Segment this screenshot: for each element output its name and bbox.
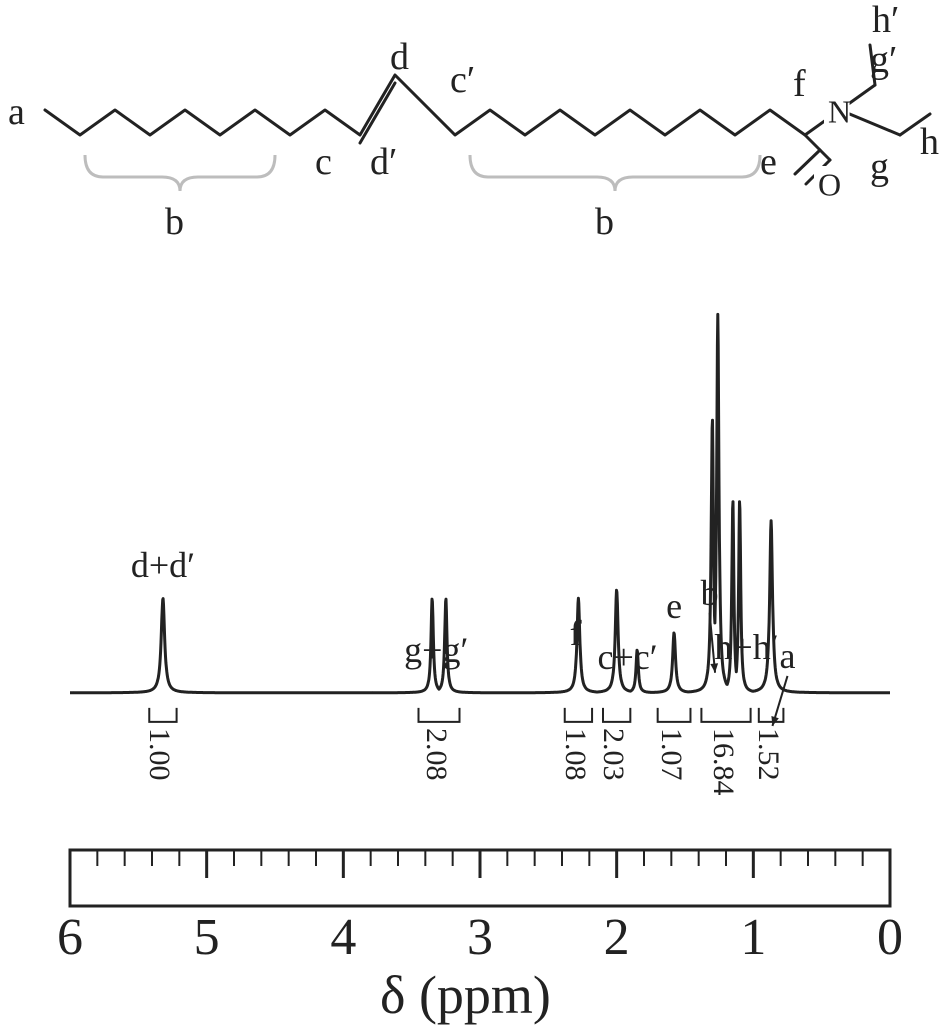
axis-title: δ (ppm) bbox=[380, 964, 551, 1026]
molecule-diagram: NO bbox=[0, 0, 941, 240]
integral-value: 2.08 bbox=[419, 728, 453, 781]
molecule-label-h': h′ bbox=[872, 0, 899, 42]
axis-tick-label: 0 bbox=[877, 908, 903, 967]
integral-value: 16.84 bbox=[706, 728, 740, 796]
molecule-label-g: g bbox=[870, 145, 889, 189]
figure-root: NOabcdd′c′befg′h′ghd+d′g+g′fc+c′ebh+h′a1… bbox=[0, 0, 941, 1000]
axis-tick-label: 3 bbox=[467, 908, 493, 967]
peak-annotation: f bbox=[570, 612, 582, 654]
axis-tick-label: 5 bbox=[194, 908, 220, 967]
molecule-label-c: c bbox=[315, 140, 332, 184]
integral-value: 2.03 bbox=[596, 728, 630, 781]
molecule-label-f: f bbox=[793, 62, 806, 106]
axis-tick-label: 6 bbox=[57, 908, 83, 967]
integral-value: 1.00 bbox=[142, 728, 176, 781]
axis-tick-label: 1 bbox=[740, 908, 766, 967]
molecule-label-a: a bbox=[8, 90, 25, 134]
molecule-label-h: h bbox=[920, 120, 939, 164]
peak-annotation: e bbox=[666, 585, 682, 627]
molecule-label-d: d bbox=[390, 35, 409, 79]
integral-value: 1.08 bbox=[558, 728, 592, 781]
peak-annotation: d+d′ bbox=[131, 544, 195, 586]
molecule-label-e: e bbox=[760, 140, 777, 184]
peak-annotation: h+h′ bbox=[714, 626, 778, 668]
molecule-label-c': c′ bbox=[450, 58, 475, 102]
molecule-label-g': g′ bbox=[870, 38, 897, 82]
svg-text:O: O bbox=[818, 167, 841, 203]
svg-text:N: N bbox=[828, 94, 851, 130]
peak-annotation: c+c′ bbox=[598, 636, 658, 678]
axis-tick-label: 2 bbox=[604, 908, 630, 967]
integral-value: 1.07 bbox=[654, 728, 688, 781]
peak-annotation: b bbox=[701, 572, 719, 614]
axis-tick-label: 4 bbox=[330, 908, 356, 967]
molecule-label-d': d′ bbox=[370, 140, 397, 184]
peak-annotation: g+g′ bbox=[404, 629, 468, 671]
peak-annotation: a bbox=[780, 635, 796, 677]
molecule-label-b: b bbox=[165, 200, 184, 244]
molecule-label-b2: b bbox=[595, 200, 614, 244]
integral-value: 1.52 bbox=[751, 728, 785, 781]
